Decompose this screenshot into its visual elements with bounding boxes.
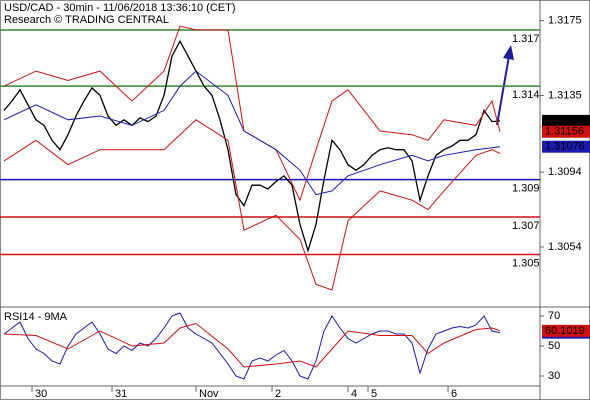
panel-title: RSI14 - 9MA: [4, 311, 68, 323]
level-label: 1.317: [512, 33, 540, 45]
y-tick-label: 1.3054: [548, 241, 582, 253]
price-tag: [542, 324, 590, 337]
chart-title: USD/CAD - 30min - 11/06/2018 13:36:10 (C…: [4, 2, 236, 14]
price-tag-label: 1.31214: [545, 115, 585, 127]
series-line: [3, 312, 501, 380]
price-tag-label: 1.31156: [545, 126, 584, 138]
series-line: [3, 119, 501, 291]
level-label: 1.305: [512, 257, 540, 269]
price-tag-label: 1.31076: [545, 141, 585, 153]
series-line: [3, 39, 501, 253]
level-label: 1.307: [512, 220, 540, 232]
forecast-arrow: [496, 55, 510, 126]
y-tick-label: 1.3135: [548, 89, 582, 101]
series-line: [3, 322, 501, 368]
x-tick-label: 5: [371, 388, 377, 400]
series-line: [3, 70, 501, 196]
y-tick-label: 30: [548, 370, 560, 382]
x-tick-label: 2: [275, 388, 281, 400]
series-line: [3, 25, 501, 202]
price-tag: [542, 125, 590, 138]
y-tick-label: 1.3175: [548, 14, 582, 26]
x-tick-label: 30: [35, 388, 47, 400]
y-tick-label: 50: [548, 340, 560, 352]
forecast-arrowhead: [503, 45, 514, 60]
price-tag: [542, 114, 590, 127]
x-tick-label: Nov: [199, 388, 219, 400]
price-tag: [542, 140, 590, 153]
chart-subtitle: Research © TRADING CENTRAL: [4, 14, 169, 26]
level-label: 1.314: [512, 89, 540, 101]
x-tick-label: 31: [115, 388, 127, 400]
x-tick-label: 4: [351, 388, 357, 400]
price-tag-label: 60.1019: [545, 325, 585, 337]
y-tick-label: 1.3094: [548, 166, 582, 178]
level-label: 1.309: [512, 183, 540, 195]
x-tick-label: 6: [451, 388, 457, 400]
y-tick-label: 70: [548, 310, 560, 322]
